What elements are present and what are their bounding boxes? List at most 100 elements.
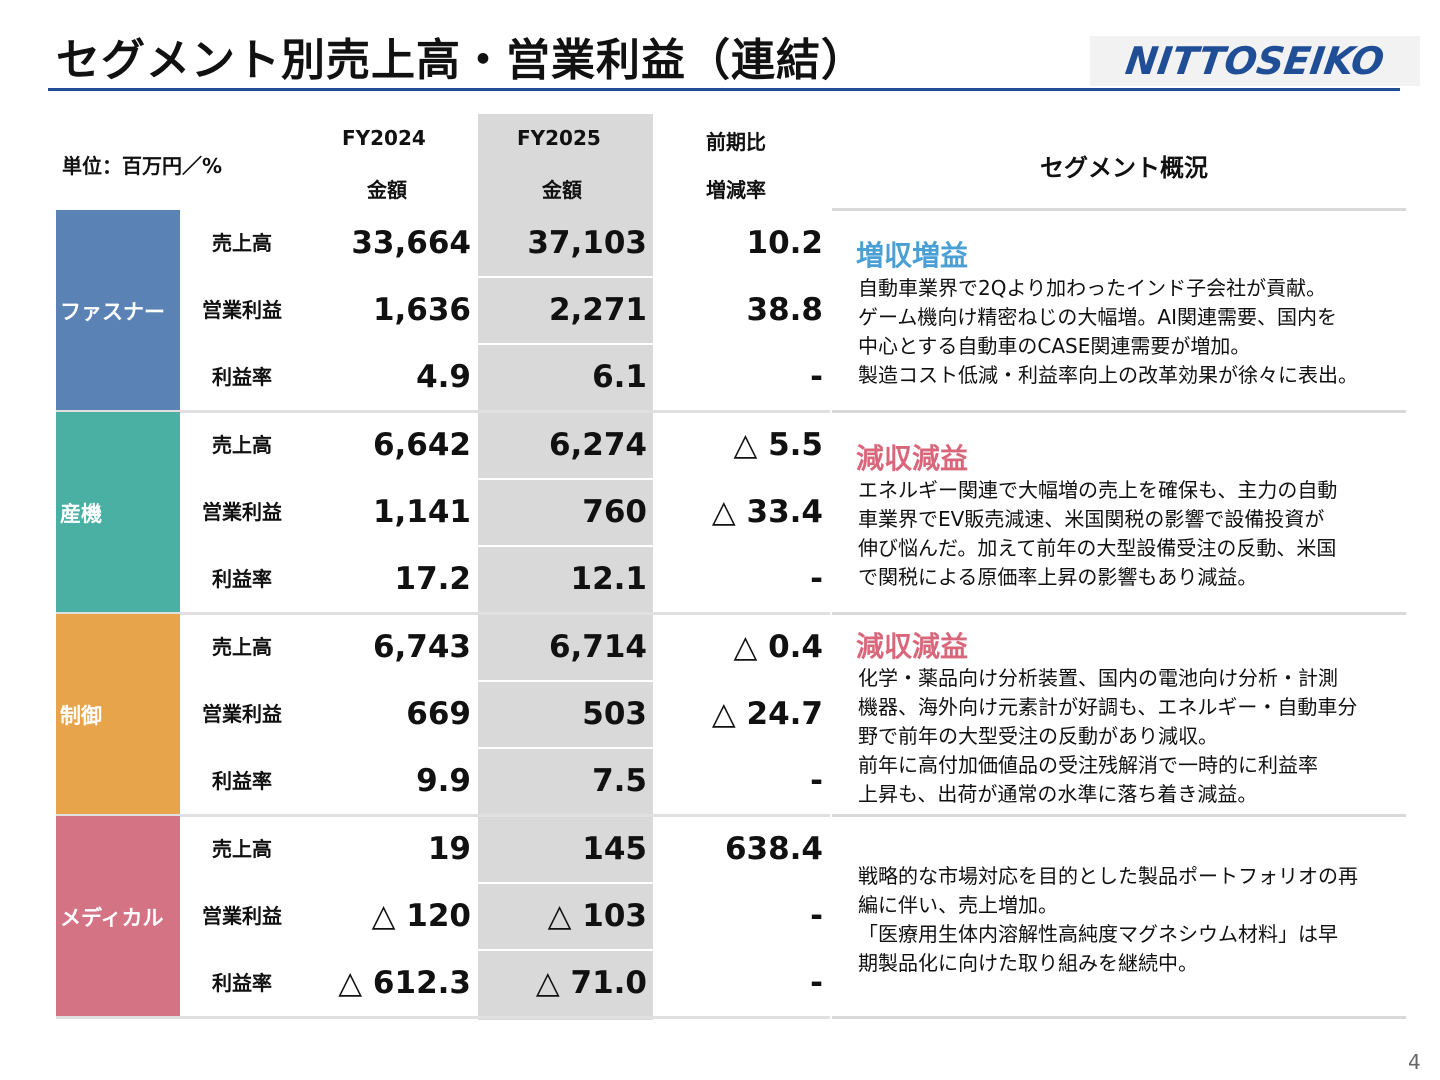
fy2024-value: 1,141 (372, 494, 471, 530)
fy2024-amount-header: 金額 (367, 178, 407, 202)
metric-row-operating-profit: 営業利益 1,636 2,271 38.8 (56, 277, 828, 344)
company-logo: NITTOSEIKO (1090, 36, 1420, 86)
comment-line: 中心とする自動車のCASE関連需要が増加。 (858, 334, 1251, 358)
yoy-change-value: 38.8 (746, 292, 824, 328)
comment-line: 機器、海外向け元素計が好調も、エネルギー・自動車分 (858, 695, 1358, 719)
yoy-header-top: 前期比 (706, 130, 766, 154)
comment-line: 野で前年の大型受注の反動があり減収。 (858, 724, 1218, 748)
metric-row-profit-margin: 利益率 △ 612.3 △ 71.0 - (56, 950, 828, 1017)
fy2025-value: 2,271 (548, 292, 647, 328)
row-separator (184, 882, 830, 884)
control-comment: 化学・薬品向け分析装置、国内の電池向け分析・計測 機器、海外向け元素計が好調も、… (858, 664, 1357, 809)
row-separator (184, 545, 830, 547)
metric-label: 営業利益 (202, 702, 282, 726)
segment-row-control: 制御 売上高 6,743 6,714 △ 0.4 営業利益 669 503 △ … (56, 614, 1406, 817)
fy2024-value: 6,743 (372, 629, 471, 665)
metric-row-profit-margin: 利益率 17.2 12.1 - (56, 546, 828, 613)
segment-name: 産機 (56, 412, 180, 614)
control-result-title: 減収減益 (856, 630, 969, 663)
fy2024-value: 6,642 (372, 427, 471, 463)
fy2024-value: 669 (406, 696, 471, 732)
metric-label: 営業利益 (202, 298, 282, 322)
overview-divider (832, 814, 1406, 817)
yoy-change-value: - (810, 763, 823, 799)
comment-line: ゲーム機向け精密ねじの大幅増。AI関連需要、国内を (858, 305, 1337, 329)
fy2025-value: 12.1 (570, 561, 648, 597)
fy2025-value: 37,103 (527, 225, 647, 261)
fy2025-value: 7.5 (592, 763, 647, 799)
fy2024-value: 1,636 (372, 292, 471, 328)
yoy-change-value: - (810, 898, 823, 934)
yoy-change-value: - (810, 561, 823, 597)
metric-row-sales: 売上高 19 145 638.4 (56, 816, 828, 883)
fastener-result-title: 増収増益 (856, 239, 969, 272)
comment-line: 製造コスト低減・利益率向上の改革効果が徐々に表出。 (858, 363, 1358, 387)
fy2025-column-highlight (478, 114, 653, 1020)
metric-row-sales: 売上高 6,642 6,274 △ 5.5 (56, 412, 828, 479)
page-number: 4 (1408, 1050, 1421, 1074)
segment-divider (56, 1016, 830, 1019)
fy2025-value: 6,274 (548, 427, 647, 463)
metric-label: 売上高 (212, 231, 272, 255)
metric-label: 営業利益 (202, 500, 282, 524)
yoy-change-value: - (810, 965, 823, 1001)
metric-label: 営業利益 (202, 904, 282, 928)
comment-line: 上昇も、出荷が通常の水準に落ち着き減益。 (858, 782, 1258, 806)
overview-divider (832, 612, 1406, 615)
metric-row-operating-profit: 営業利益 △ 120 △ 103 - (56, 883, 828, 950)
comment-line: 自動車業界で2Qより加わったインド子会社が貢献。 (858, 276, 1327, 300)
segment-divider (56, 814, 830, 817)
metric-label: 売上高 (212, 635, 272, 659)
row-separator (184, 478, 830, 480)
metric-row-profit-margin: 利益率 4.9 6.1 - (56, 344, 828, 411)
fy2024-value: 17.2 (394, 561, 472, 597)
logo-text: NITTOSEIKO (1123, 39, 1387, 83)
segment-divider (56, 410, 830, 413)
comment-line: 化学・薬品向け分析装置、国内の電池向け分析・計測 (858, 666, 1338, 690)
metric-label: 利益率 (212, 567, 272, 591)
segment-row-fastener: ファスナー 売上高 33,664 37,103 10.2 営業利益 1,636 … (56, 210, 1406, 413)
overview-divider (832, 410, 1406, 413)
fy2025-value: 760 (582, 494, 647, 530)
fy2025-value: 6.1 (592, 359, 647, 395)
fy2025-value: 503 (582, 696, 647, 732)
comment-line: 期製品化に向けた取り組みを継続中。 (858, 951, 1198, 975)
row-separator (184, 949, 830, 951)
comment-line: 「医療用生体内溶解性高純度マグネシウム材料」は早 (858, 922, 1338, 946)
medical-comment: 戦略的な市場対応を目的とした製品ポートフォリオの再 編に伴い、売上増加。 「医療… (858, 862, 1358, 978)
page-title: セグメント別売上高・営業利益（連結） (56, 35, 866, 86)
yoy-header-bottom: 増減率 (706, 178, 766, 202)
fy2024-value: 4.9 (416, 359, 471, 395)
fy2024-value: △ 612.3 (338, 965, 471, 1001)
comment-line: 戦略的な市場対応を目的とした製品ポートフォリオの再 (858, 864, 1358, 888)
row-separator (184, 276, 830, 278)
fy2025-value: 6,714 (548, 629, 647, 665)
yoy-change-value: △ 24.7 (711, 696, 823, 732)
segment-name: ファスナー (56, 210, 180, 412)
fy2025-value: △ 103 (547, 898, 647, 934)
comment-line: 前年に高付加価値品の受注残解消で一時的に利益率 (858, 753, 1318, 777)
comment-line: 伸び悩んだ。加えて前年の大型設備受注の反動、米国 (858, 536, 1337, 560)
fy2024-value: △ 120 (371, 898, 471, 934)
metric-label: 利益率 (212, 971, 272, 995)
overview-divider (832, 1016, 1406, 1019)
comment-line: で関税による原価率上昇の影響もあり減益。 (858, 565, 1258, 589)
title-underline (48, 88, 1400, 91)
fy2025-value: △ 71.0 (535, 965, 647, 1001)
segment-row-medical: メディカル 売上高 19 145 638.4 営業利益 △ 120 △ 103 … (56, 816, 1406, 1019)
yoy-change-value: △ 0.4 (733, 629, 823, 665)
comment-line: 編に伴い、売上増加。 (858, 893, 1058, 917)
yoy-change-value: - (810, 359, 823, 395)
fy2024-value: 19 (427, 831, 471, 867)
fy2025-amount-header: 金額 (542, 178, 582, 202)
segment-name: メディカル (56, 816, 180, 1018)
metric-label: 売上高 (212, 837, 272, 861)
fy2025-header: FY2025 (517, 126, 601, 150)
industrial-comment: エネルギー関連で大幅増の売上を確保も、主力の自動 車業界でEV販売減速、米国関税… (858, 476, 1337, 592)
metric-row-operating-profit: 営業利益 1,141 760 △ 33.4 (56, 479, 828, 546)
metric-row-profit-margin: 利益率 9.9 7.5 - (56, 748, 828, 815)
fy2024-value: 9.9 (416, 763, 471, 799)
fy2024-header: FY2024 (342, 126, 426, 150)
comment-line: 車業界でEV販売減速、米国関税の影響で設備投資が (858, 507, 1325, 531)
yoy-change-value: 638.4 (724, 831, 823, 867)
